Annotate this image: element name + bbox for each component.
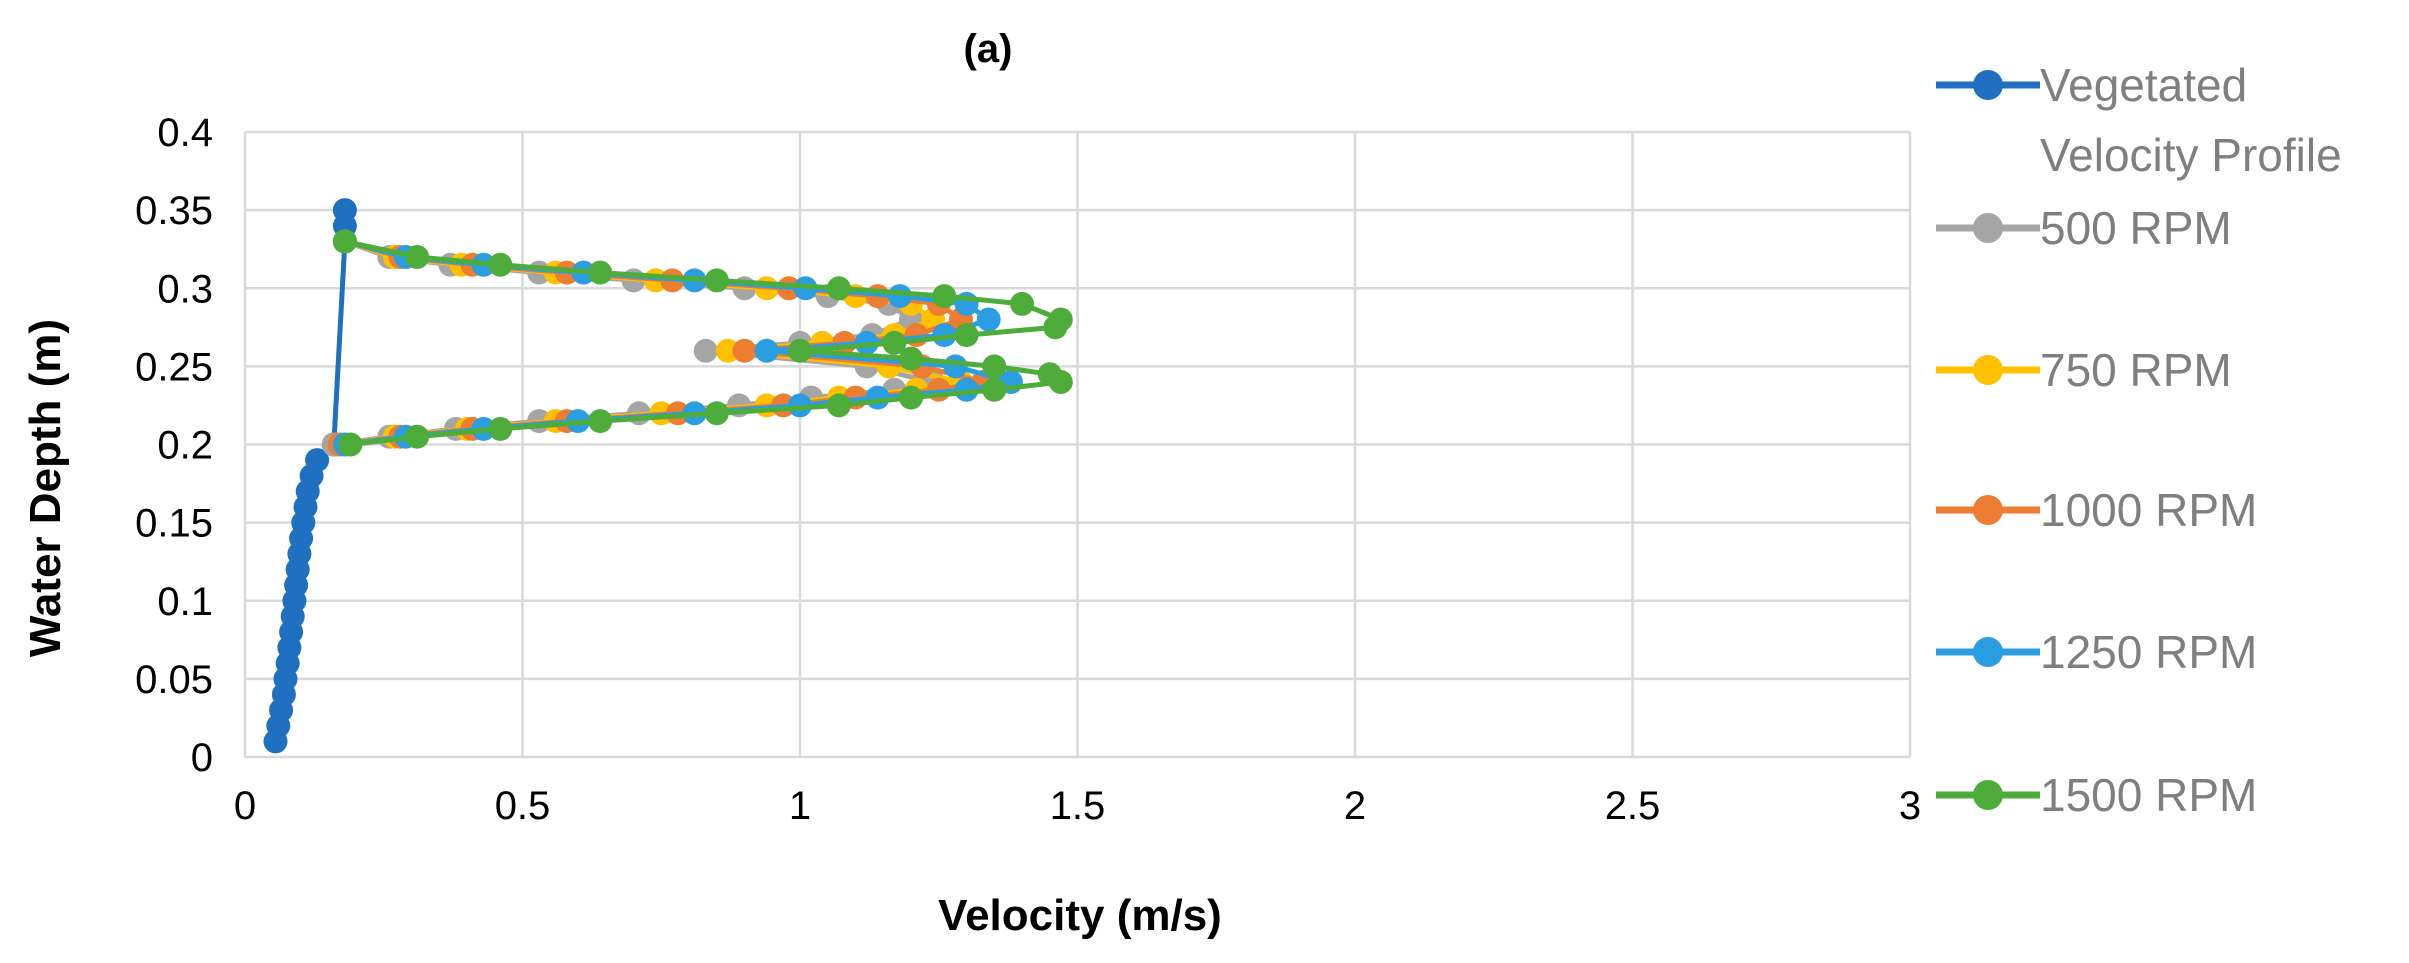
data-point	[1010, 291, 1034, 316]
legend-swatch-marker	[1973, 70, 2003, 100]
legend-item: 750 RPM	[1936, 344, 2232, 396]
legend-swatch-marker	[1973, 637, 2003, 667]
y-tick-label: 0.15	[135, 502, 213, 546]
data-point	[732, 338, 757, 363]
y-tick-label: 0.1	[157, 580, 213, 624]
legend-label: 750 RPM	[2040, 344, 2232, 396]
legend-swatch-marker	[1973, 213, 2003, 243]
y-tick-label: 0.2	[157, 424, 213, 468]
legend-label: 1500 RPM	[2040, 769, 2257, 821]
data-point	[588, 409, 613, 434]
data-point	[954, 377, 979, 402]
data-point	[899, 385, 923, 410]
data-point	[788, 393, 812, 418]
y-tick-label: 0.05	[135, 658, 213, 702]
data-point	[1048, 307, 1073, 332]
data-point	[305, 448, 330, 473]
data-point	[405, 424, 430, 449]
x-tick-label: 0.5	[495, 784, 551, 828]
data-point	[405, 245, 430, 269]
legend-swatch-marker	[1973, 355, 2003, 385]
data-point	[826, 276, 851, 301]
data-point	[976, 307, 1001, 332]
data-point	[338, 432, 363, 457]
data-point	[982, 377, 1007, 402]
data-point	[887, 284, 912, 309]
legend-item: 500 RPM	[1936, 202, 2232, 254]
data-point	[588, 260, 613, 285]
legend: Vegetated Velocity Profile 500 RPM 750 RPM 1…	[1936, 59, 2342, 821]
y-tick-label: 0.3	[157, 267, 213, 311]
legend-label: 1000 RPM	[2040, 484, 2257, 536]
data-point	[899, 346, 923, 371]
data-point	[704, 268, 729, 293]
data-point	[1037, 362, 1062, 387]
data-point	[943, 354, 968, 379]
x-tick-label: 0	[234, 784, 256, 828]
axis-ticks: 0 0.5 1 1.5 2 2.5 3 0 0.05 0.1 0.15 0.2 0.25 0.3 0.35 0…	[135, 111, 1921, 828]
data-point	[788, 338, 812, 363]
data-point	[865, 385, 890, 410]
data-point	[488, 252, 513, 277]
legend-swatch-marker	[1973, 780, 2003, 810]
series-0	[263, 198, 357, 754]
legend-label: Vegetated Velocity Profile	[2040, 59, 2342, 181]
data-point	[982, 354, 1007, 379]
data-point	[754, 338, 779, 363]
data-point	[882, 330, 907, 355]
y-tick-label: 0.35	[135, 189, 213, 233]
x-tick-label: 3	[1899, 784, 1921, 828]
y-tick-label: 0.25	[135, 345, 213, 389]
plot-series	[263, 198, 1073, 754]
plot-grid	[243, 130, 1912, 759]
data-point	[826, 393, 851, 418]
y-tick-label: 0	[191, 736, 213, 780]
data-point	[704, 401, 729, 426]
legend-item: 1500 RPM	[1936, 769, 2257, 821]
y-tick-label: 0.4	[157, 111, 213, 155]
legend-item: 1250 RPM	[1936, 626, 2257, 678]
x-axis-title: Velocity (m/s)	[938, 891, 1222, 940]
data-point	[932, 284, 957, 309]
data-point	[332, 229, 357, 254]
data-point	[693, 338, 718, 363]
x-tick-label: 1.5	[1050, 784, 1106, 828]
y-axis-title: Water Depth (m)	[21, 319, 70, 657]
data-point	[954, 323, 979, 348]
legend-label: 1250 RPM	[2040, 626, 2257, 678]
legend-label: 500 RPM	[2040, 202, 2232, 254]
legend-item: Vegetated Velocity Profile	[1936, 59, 2342, 181]
legend-item: 1000 RPM	[1936, 484, 2257, 536]
series-5	[332, 229, 1073, 457]
data-point	[715, 338, 740, 363]
x-tick-label: 2.5	[1605, 784, 1661, 828]
data-point	[488, 416, 513, 441]
x-tick-label: 2	[1344, 784, 1366, 828]
chart-title: (a)	[964, 27, 1013, 71]
data-point	[332, 198, 357, 223]
x-tick-label: 1	[789, 784, 811, 828]
legend-swatch-marker	[1973, 495, 2003, 525]
